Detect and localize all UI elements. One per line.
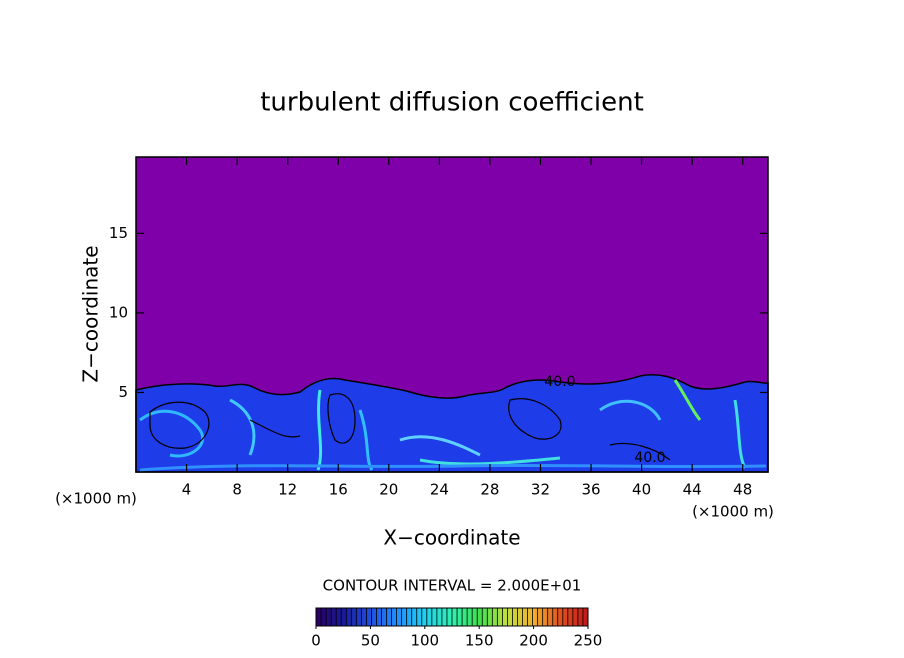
colorbar-tick-label: 150 [465,632,494,650]
contour-line [149,393,671,461]
y-axis-label: Z−coordinate [79,245,103,382]
contour-interval: CONTOUR INTERVAL = 2.000E+01 [323,577,582,595]
colorbar-tick-label: 200 [519,632,548,650]
y-tick-label: 10 [109,303,128,321]
x-tick-label: 28 [480,481,499,499]
contour-label: 40.0 [634,450,665,466]
turbulent-layer [135,374,769,473]
contour-label: 40.0 [544,374,575,390]
y-tick-label: 15 [109,224,128,242]
x-unit-label: (×1000 m) [55,490,137,508]
colorbar-tick-label: 0 [311,632,321,650]
x-axis-label: X−coordinate [383,526,520,550]
x-tick-label: 12 [278,481,297,499]
y-tick-label: 5 [118,383,128,401]
x-tick-label: 20 [379,481,398,499]
x-tick-label: 40 [632,481,651,499]
plot-frame [135,156,769,473]
x-tick-label: 4 [182,481,192,499]
colorbar-frame [315,607,589,627]
x-tick-label: 24 [430,481,449,499]
colorbar-tick-label: 50 [361,632,380,650]
x-tick-label: 8 [232,481,242,499]
field-detail [139,379,767,472]
x-tick-label: 36 [581,481,600,499]
x-tick-label: 32 [531,481,550,499]
x-tick-label: 48 [733,481,752,499]
x-tick-label: 44 [683,481,702,499]
plot-area: 40.0 40.0 [135,156,769,473]
x-tick-label: 16 [329,481,348,499]
colorbar: 0 50 100 150 200 250 [311,607,603,650]
chart-title: turbulent diffusion coefficient [260,88,644,118]
x-unit-label: (×1000 m) [692,503,774,521]
colorbar-tick-label: 100 [410,632,439,650]
colorbar-tick-label: 250 [574,632,603,650]
